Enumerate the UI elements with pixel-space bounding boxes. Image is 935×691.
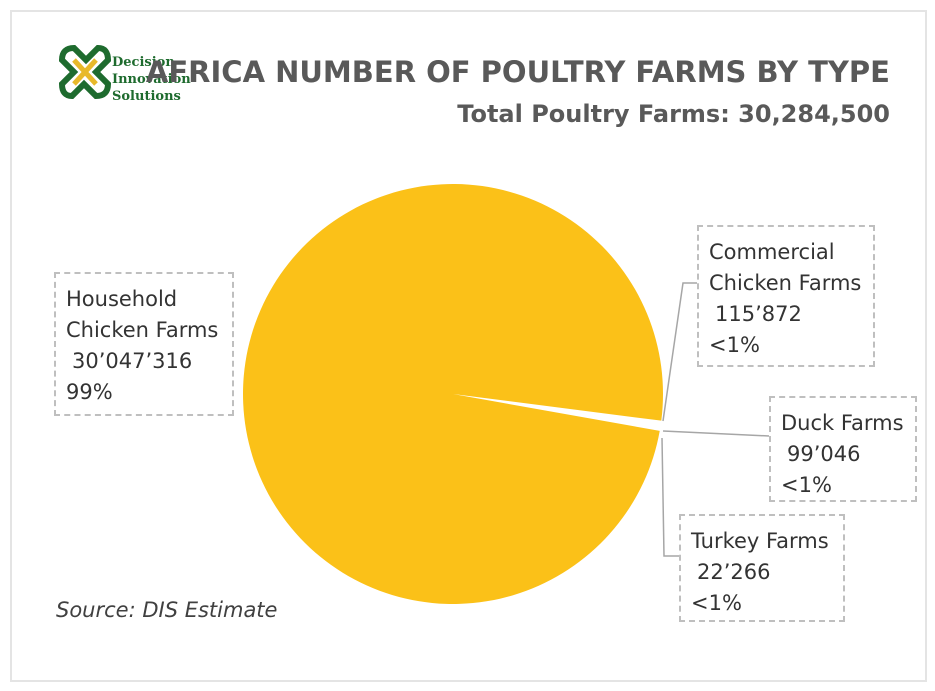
frame [10, 10, 927, 682]
chart-title: AFRICA NUMBER OF POULTRY FARMS BY TYPE [146, 55, 890, 89]
label-percent: <1% [691, 591, 742, 615]
logo-text: Innovation [112, 72, 191, 87]
label-value: 99’046 [787, 442, 861, 466]
pie-slice [453, 394, 661, 430]
label-value: 22’266 [697, 560, 771, 584]
pie-slice [453, 394, 660, 431]
label-value: 30’047’316 [72, 349, 193, 373]
leader-line [662, 282, 697, 422]
label-category: Turkey Farms [691, 529, 829, 553]
label-percent: <1% [709, 333, 760, 357]
chart-subtitle: Total Poultry Farms: 30,284,500 [457, 100, 890, 128]
data-label: Duck Farms 99’046 <1% [769, 396, 917, 502]
data-label: Turkey Farms 22’266 <1% [679, 514, 845, 622]
logo-text: Decision [112, 55, 175, 70]
logo-text: Solutions [112, 89, 181, 104]
pie-slice [243, 183, 664, 604]
data-label: Commercial Chicken Farms 115’872 <1% [697, 225, 875, 367]
label-category: Commercial Chicken Farms [709, 240, 862, 295]
label-category: Household Chicken Farms [66, 287, 219, 342]
pie-slice [453, 394, 662, 426]
leader-line [662, 430, 770, 437]
label-category: Duck Farms [781, 411, 904, 435]
label-value: 115’872 [715, 302, 802, 326]
data-label: Household Chicken Farms 30’047’316 99% [54, 272, 234, 416]
leader-line [661, 437, 679, 557]
label-percent: 99% [66, 380, 113, 404]
logo-icon [58, 44, 112, 100]
label-percent: <1% [781, 473, 832, 497]
source: Source: DIS Estimate [56, 598, 277, 622]
